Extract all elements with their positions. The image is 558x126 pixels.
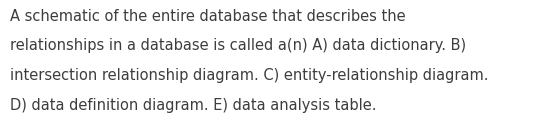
Text: D) data definition diagram. E) data analysis table.: D) data definition diagram. E) data anal… — [10, 98, 377, 113]
Text: A schematic of the entire database that describes the: A schematic of the entire database that … — [10, 9, 406, 24]
Text: relationships in a database is called a(n) A) data dictionary. B): relationships in a database is called a(… — [10, 38, 466, 53]
Text: intersection relationship diagram. C) entity-relationship diagram.: intersection relationship diagram. C) en… — [10, 68, 489, 83]
